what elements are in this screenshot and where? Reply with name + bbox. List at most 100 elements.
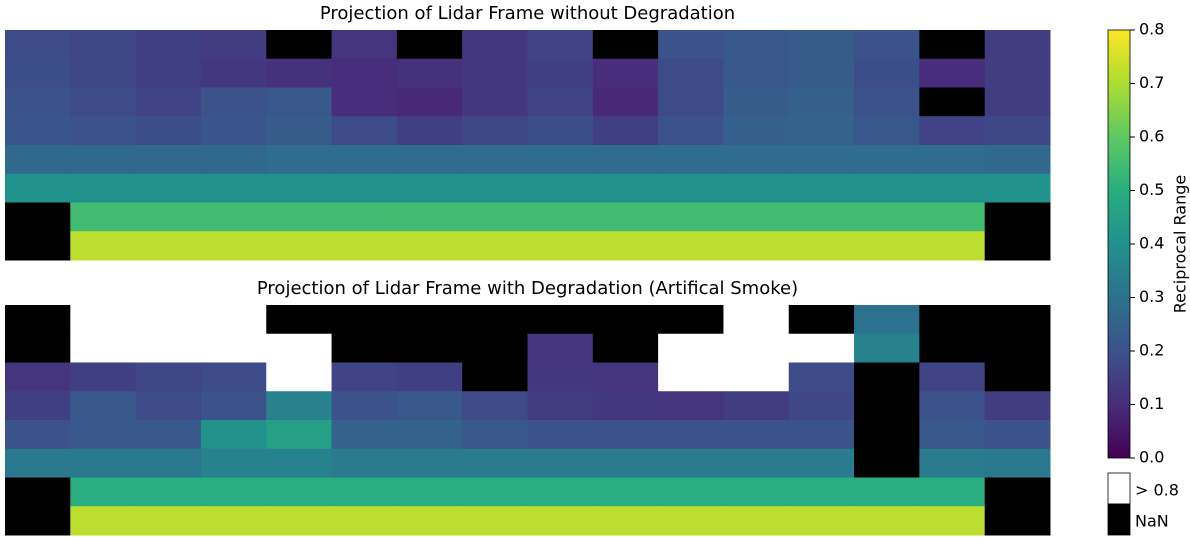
heatmap-cell: [5, 477, 71, 507]
heatmap-cell: [266, 448, 333, 478]
heatmap-cell: [396, 145, 463, 175]
heatmap-cell: [331, 305, 398, 335]
heatmap-cell: [854, 506, 920, 536]
legend-swatch: [1107, 472, 1131, 505]
heatmap-cell: [135, 420, 202, 450]
colorbar-tick-label: 0.5: [1139, 180, 1164, 199]
heatmap-cell: [462, 30, 528, 60]
heatmap-cell: [723, 362, 790, 392]
panel-title: Projection of Lidar Frame without Degrad…: [320, 3, 735, 24]
heatmap-cell: [396, 362, 463, 392]
heatmap-cell: [723, 87, 790, 117]
heatmap-cell: [592, 231, 659, 261]
heatmap-cell: [331, 30, 398, 60]
heatmap-cell: [788, 448, 855, 478]
heatmap-cell: [331, 145, 398, 175]
heatmap-cell: [396, 477, 463, 507]
heatmap-cell: [331, 333, 398, 363]
heatmap-cell: [135, 333, 202, 363]
heatmap-cell: [984, 145, 1051, 175]
heatmap-cell: [5, 305, 71, 335]
heatmap-cell: [200, 391, 267, 421]
heatmap-cell: [788, 202, 855, 232]
heatmap-cell: [396, 30, 463, 60]
heatmap-cell: [396, 58, 463, 88]
heatmap-cell: [919, 231, 986, 261]
heatmap-cell: [723, 448, 790, 478]
heatmap-cell: [331, 362, 398, 392]
heatmap-cell: [396, 173, 463, 203]
heatmap-cell: [658, 420, 724, 450]
heatmap-cell: [788, 506, 855, 536]
heatmap-cell: [5, 231, 71, 261]
heatmap-cell: [266, 305, 333, 335]
heatmap-cell: [5, 173, 71, 203]
heatmap-cell: [723, 420, 790, 450]
heatmap-cell: [854, 362, 920, 392]
heatmap-cell: [527, 202, 594, 232]
heatmap-cell: [984, 173, 1051, 203]
heatmap-cell: [70, 87, 137, 117]
heatmap-cell: [788, 30, 855, 60]
heatmap-cell: [984, 506, 1051, 536]
heatmap-cell: [919, 202, 986, 232]
heatmap-cell: [396, 231, 463, 261]
heatmap-cell: [592, 58, 659, 88]
heatmap-cell: [658, 173, 724, 203]
heatmap-cell: [592, 477, 659, 507]
heatmap-cell: [70, 231, 137, 261]
heatmap-cell: [266, 420, 333, 450]
heatmap-cell: [70, 362, 137, 392]
heatmap-cell: [527, 333, 594, 363]
heatmap-cell: [135, 173, 202, 203]
heatmap-cell: [462, 202, 528, 232]
heatmap-cell: [396, 202, 463, 232]
heatmap-cell: [70, 173, 137, 203]
heatmap-cell: [658, 58, 724, 88]
heatmap-cell: [70, 333, 137, 363]
panel-title: Projection of Lidar Frame with Degradati…: [257, 278, 798, 299]
heatmap-cell: [200, 202, 267, 232]
heatmap-cell: [592, 333, 659, 363]
heatmap-cell: [984, 305, 1051, 335]
heatmap-cell: [919, 305, 986, 335]
heatmap-cell: [592, 173, 659, 203]
heatmap-cell: [592, 145, 659, 175]
heatmap-cell: [462, 391, 528, 421]
colorbar-label: Reciprocal Range: [1171, 175, 1190, 314]
heatmap-cell: [5, 506, 71, 536]
heatmap-cell: [527, 116, 594, 146]
heatmap-cell: [658, 116, 724, 146]
heatmap-cell: [527, 231, 594, 261]
heatmap-cell: [135, 506, 202, 536]
heatmap-cell: [592, 362, 659, 392]
heatmap-cell: [788, 305, 855, 335]
heatmap-cell: [854, 448, 920, 478]
heatmap-cell: [200, 506, 267, 536]
heatmap-cell: [788, 116, 855, 146]
heatmap-cell: [919, 87, 986, 117]
heatmap-cell: [5, 448, 71, 478]
heatmap-cell: [527, 173, 594, 203]
heatmap-cell: [658, 362, 724, 392]
heatmap-cell: [658, 305, 724, 335]
heatmap-cell: [5, 58, 71, 88]
heatmap-cell: [592, 506, 659, 536]
colorbar-tick-label: 0.1: [1139, 394, 1164, 413]
heatmap-cell: [592, 391, 659, 421]
heatmap-cell: [723, 116, 790, 146]
heatmap-cell: [592, 305, 659, 335]
heatmap-cell: [527, 305, 594, 335]
colorbar-tick-label: 0.8: [1139, 20, 1164, 39]
heatmap-cell: [331, 420, 398, 450]
heatmap-cell: [723, 145, 790, 175]
heatmap-cell: [135, 145, 202, 175]
legend-label: NaN: [1135, 512, 1169, 531]
heatmap-cell: [919, 173, 986, 203]
colorbar-tick-label: 0.2: [1139, 341, 1164, 360]
heatmap-cell: [723, 173, 790, 203]
heatmap-cell: [5, 420, 71, 450]
heatmap-cell: [135, 362, 202, 392]
heatmap-cell: [919, 477, 986, 507]
heatmap-cell: [200, 30, 267, 60]
